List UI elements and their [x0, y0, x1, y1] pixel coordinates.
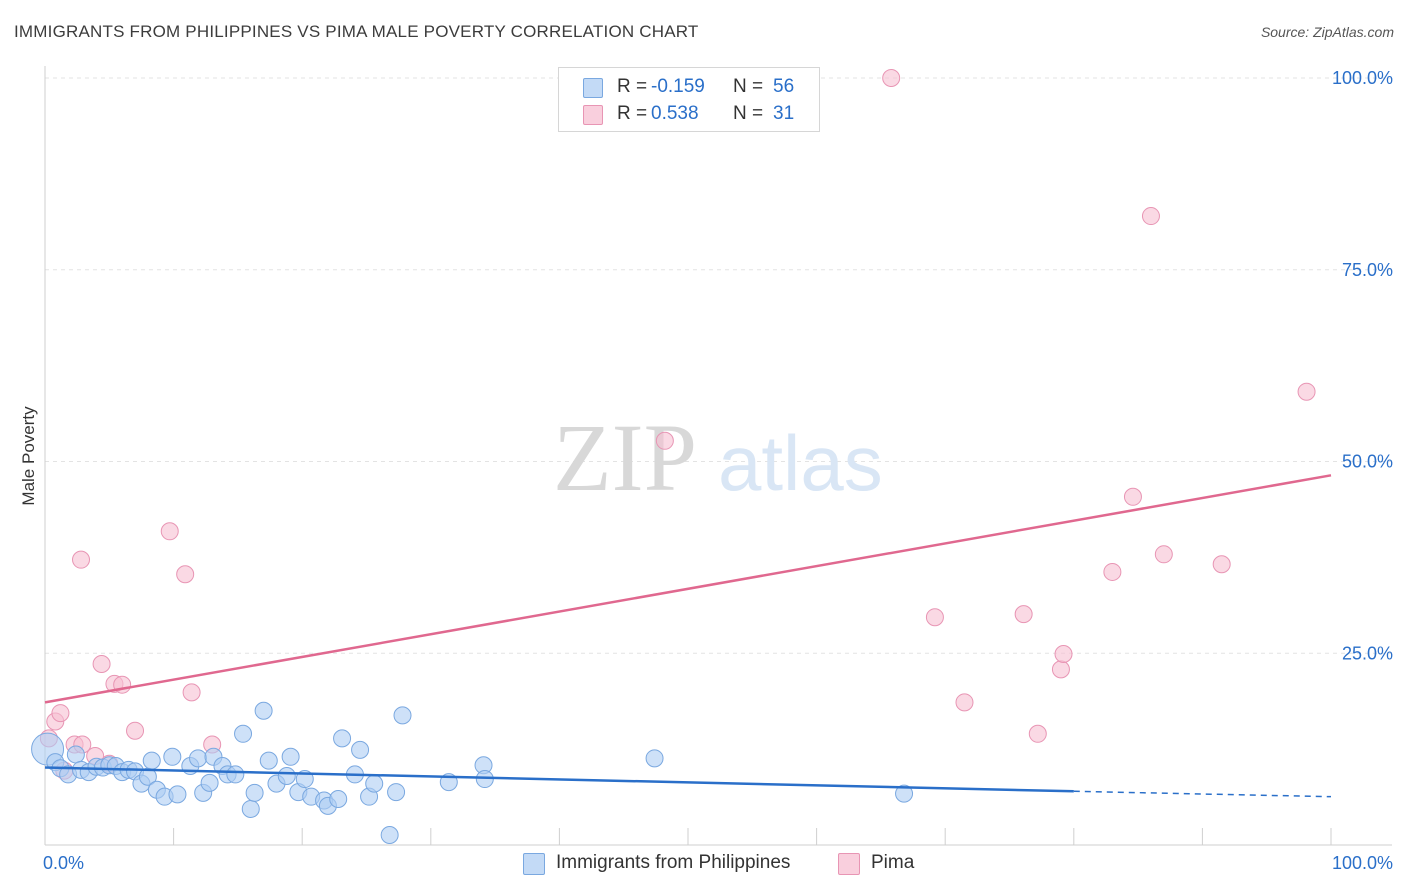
legend-n-value: 31	[773, 103, 795, 124]
philippines-point	[387, 783, 406, 802]
y-axis-label: Male Poverty	[19, 406, 38, 506]
source-label: Source: ZipAtlas.com	[1260, 24, 1394, 40]
philippines-point	[189, 749, 208, 768]
axes	[44, 66, 1392, 846]
tick-labels: 25.0% 50.0% 75.0% 100.0% 0.0% 100.0%	[43, 68, 1393, 873]
legend-n-label: N =	[733, 103, 764, 124]
philippines-point	[163, 747, 182, 766]
pima-point	[1014, 605, 1033, 624]
pima-point	[72, 550, 91, 569]
philippines-point	[380, 826, 399, 845]
philippines-trend-line	[44, 766, 1074, 793]
philippines-point	[226, 765, 245, 784]
legend-swatch-pink	[583, 105, 603, 125]
x-tick-label: 100.0%	[1332, 853, 1393, 873]
gridlines	[45, 77, 1392, 654]
legend-r-label: R =	[617, 76, 648, 97]
pima-point	[655, 431, 674, 450]
philippines-point	[200, 773, 219, 792]
correlation-legend: R = -0.159 N = 56 R = 0.538 N = 31	[558, 67, 820, 132]
philippines-point	[254, 701, 273, 720]
philippines-points	[31, 701, 914, 845]
pima-point	[1103, 562, 1122, 581]
pima-point	[1123, 487, 1142, 506]
philippines-point	[351, 740, 370, 759]
pima-point	[182, 683, 201, 702]
philippines-point	[66, 745, 85, 764]
philippines-point	[329, 789, 348, 808]
pima-point	[92, 654, 111, 673]
philippines-point	[259, 751, 278, 770]
philippines-trend-extension	[1073, 790, 1332, 798]
chart-title: IMMIGRANTS FROM PHILIPPINES VS PIMA MALE…	[14, 22, 699, 41]
x-tick-label: 0.0%	[43, 853, 84, 873]
philippines-point	[333, 729, 352, 748]
legend-swatch-blue	[523, 853, 545, 875]
trend-lines	[44, 474, 1332, 798]
pima-point	[1054, 645, 1073, 664]
pima-point	[1212, 555, 1231, 574]
philippines-point	[277, 766, 296, 785]
legend-n-value: 56	[773, 76, 795, 97]
watermark-atlas: atlas	[718, 419, 883, 507]
pima-point	[126, 721, 145, 740]
philippines-point	[168, 785, 187, 804]
pima-point	[176, 565, 195, 584]
legend-r-value: 0.538	[651, 103, 699, 124]
legend-r-label: R =	[617, 103, 648, 124]
pima-point	[51, 704, 70, 723]
legend-swatch-pink	[838, 853, 860, 875]
philippines-point	[645, 749, 664, 768]
philippines-point	[241, 799, 260, 818]
y-tick-label: 25.0%	[1342, 643, 1393, 663]
y-tick-label: 75.0%	[1342, 260, 1393, 280]
philippines-point	[245, 783, 264, 802]
philippines-point	[234, 724, 253, 743]
y-tick-label: 50.0%	[1342, 452, 1393, 472]
pima-point	[1051, 660, 1070, 679]
philippines-point	[365, 774, 384, 793]
pima-point	[1154, 545, 1173, 564]
pima-point	[1297, 382, 1316, 401]
pima-point	[955, 693, 974, 712]
pima-point	[1028, 724, 1047, 743]
philippines-point	[393, 706, 412, 725]
y-tick-label: 100.0%	[1332, 68, 1393, 88]
legend-r-value: -0.159	[651, 76, 705, 97]
pima-point	[882, 69, 901, 87]
legend-n-label: N =	[733, 76, 764, 97]
pima-point	[925, 608, 944, 627]
philippines-point	[142, 751, 161, 770]
legend-label: Pima	[871, 852, 915, 873]
watermark-zip: ZIP	[553, 404, 697, 511]
pima-point	[1141, 207, 1160, 226]
philippines-point	[281, 747, 300, 766]
legend-label: Immigrants from Philippines	[556, 852, 791, 873]
pima-trend-line	[44, 474, 1332, 704]
pima-point	[160, 522, 179, 541]
pima-points	[39, 69, 1316, 780]
legend-swatch-blue	[583, 78, 603, 98]
philippines-point	[895, 784, 914, 803]
